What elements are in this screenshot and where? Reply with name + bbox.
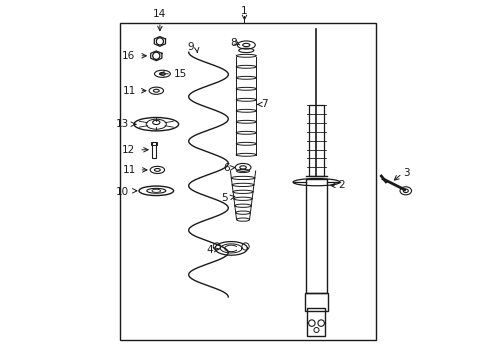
Text: 7: 7	[260, 99, 267, 109]
Bar	[308, 105, 324, 176]
Text: 2: 2	[337, 180, 344, 190]
Bar	[150, 142, 157, 145]
Bar	[305, 293, 327, 311]
Bar	[152, 142, 155, 158]
Bar	[120, 23, 375, 340]
Text: 8: 8	[229, 38, 236, 48]
Text: 1: 1	[241, 6, 247, 16]
Text: 12: 12	[122, 145, 135, 155]
Text: 9: 9	[187, 42, 194, 52]
Bar	[306, 179, 326, 293]
Text: 14: 14	[153, 9, 166, 31]
Text: 11: 11	[122, 165, 136, 175]
Text: 10: 10	[115, 186, 128, 197]
Text: 13: 13	[115, 119, 128, 129]
Text: 5: 5	[221, 193, 228, 203]
Text: 15: 15	[174, 69, 187, 79]
Text: 6: 6	[223, 163, 229, 173]
Text: 3: 3	[402, 168, 408, 178]
Bar	[307, 308, 325, 336]
Text: 11: 11	[122, 86, 136, 96]
Text: 16: 16	[121, 51, 134, 61]
Text: 4: 4	[206, 245, 212, 255]
